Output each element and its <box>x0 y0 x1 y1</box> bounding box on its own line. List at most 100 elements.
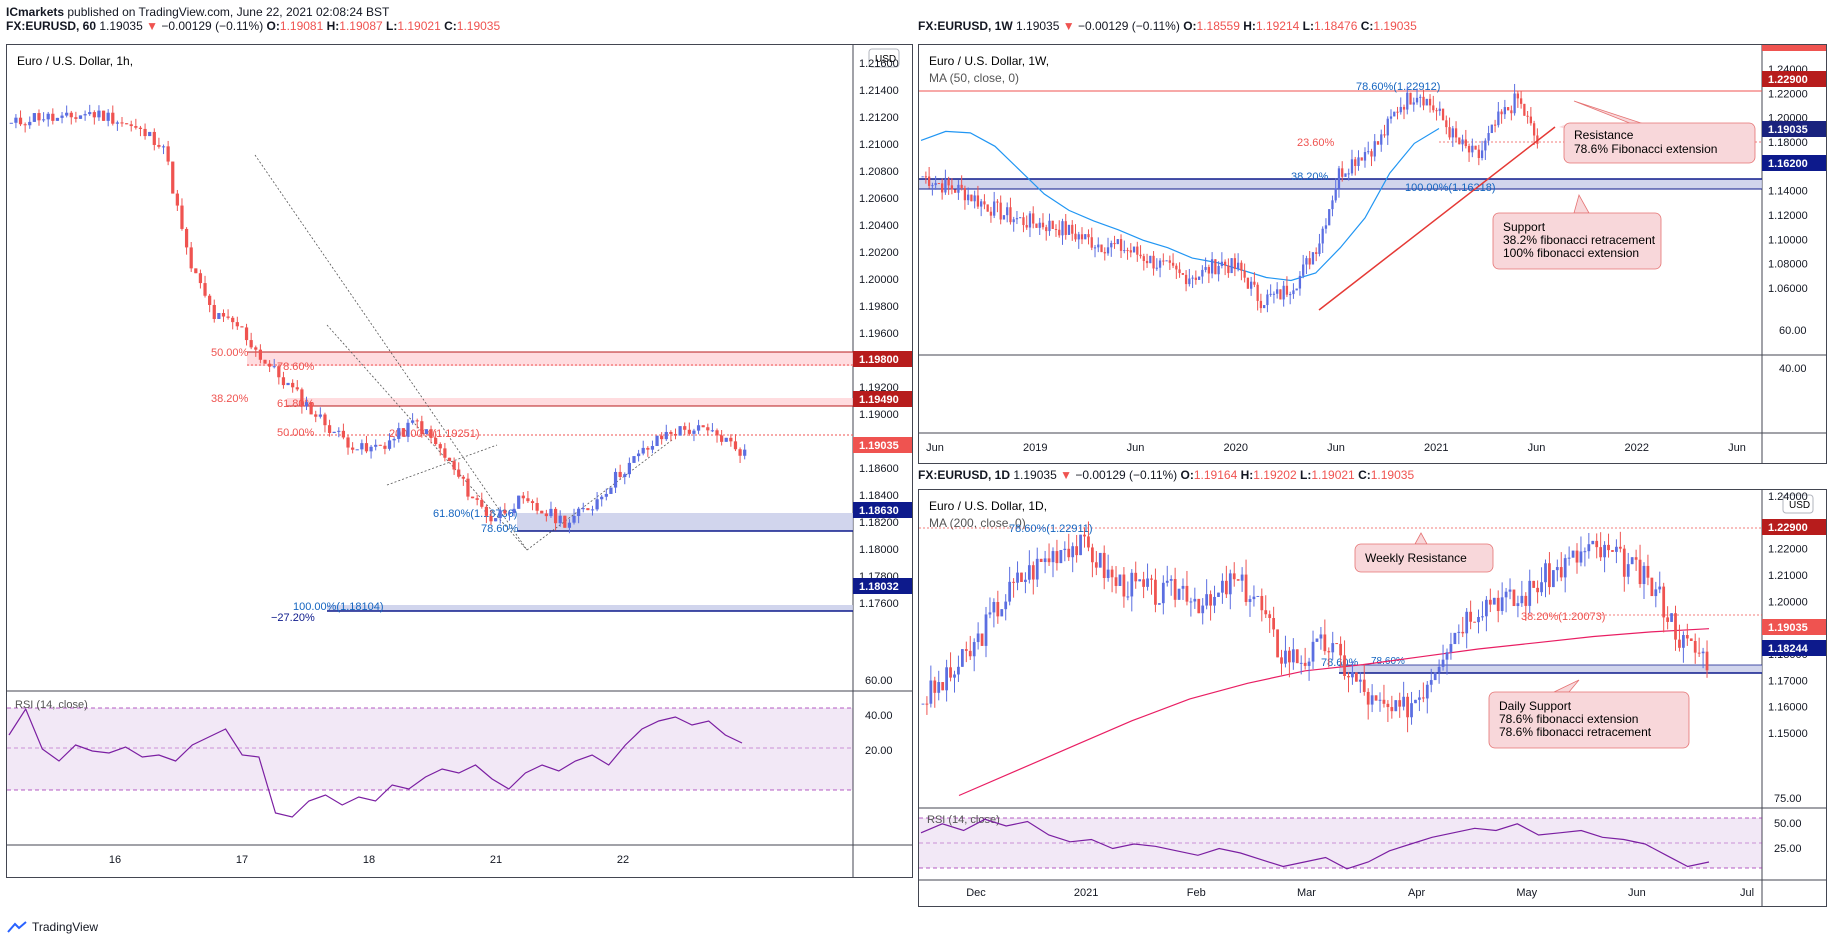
candle-body <box>1102 552 1106 578</box>
fib-label: 50.00% <box>277 427 315 439</box>
weekly-resistance-callout[interactable]: Weekly Resistance <box>1354 532 1494 573</box>
candle-body <box>1154 579 1157 605</box>
candle-body <box>1197 598 1201 614</box>
candle-body <box>973 195 976 202</box>
candle-body <box>1149 255 1152 264</box>
h1-time-axis[interactable]: 16 17 18 21 22 <box>109 854 629 866</box>
daily-time-axis[interactable]: Dec 2021 Feb Mar Apr May Jun Jul <box>966 887 1754 899</box>
weekly-low: 1.18476 <box>1314 19 1358 33</box>
candle-body <box>221 313 226 317</box>
candle-body <box>364 443 369 452</box>
resistance-callout[interactable]: Resistance 78.6% Fibonacci extension <box>1559 100 1756 164</box>
price-tag <box>1762 619 1826 635</box>
candle-body <box>1048 220 1051 232</box>
candle-body <box>650 446 655 450</box>
time-tick-label: 22 <box>617 854 629 866</box>
candle-body <box>1425 684 1429 699</box>
callout-line: 78.6% Fibonacci extension <box>1574 142 1717 156</box>
candle-body <box>23 124 27 126</box>
candle-body <box>1188 278 1191 285</box>
daily-low: 1.19021 <box>1311 468 1355 482</box>
candle-body <box>1246 277 1250 289</box>
h1-chart-svg[interactable]: Euro / U.S. Dollar, 1h, USD 50.00% 78.60… <box>7 45 913 878</box>
candle-body <box>507 512 512 514</box>
candle-body <box>240 326 244 328</box>
price-tick-label: 1.21600 <box>859 58 899 70</box>
rsi-line <box>8 707 743 818</box>
candle-body <box>1210 259 1214 274</box>
candle-body <box>429 429 433 438</box>
candle-body <box>46 113 50 120</box>
candle-body <box>1370 151 1373 157</box>
candle-body <box>586 508 590 511</box>
currency-button[interactable] <box>868 48 900 68</box>
candle-body <box>1410 703 1413 718</box>
candle-body <box>171 161 175 194</box>
support-zone <box>1339 665 1762 673</box>
candle-body <box>1181 273 1184 275</box>
candle-body <box>1419 96 1422 98</box>
candle-body <box>1567 557 1571 559</box>
rsi-tick-label: 40.00 <box>865 710 893 722</box>
candle-body <box>1098 552 1102 568</box>
ma50-line <box>920 127 1440 282</box>
candle-body <box>1130 572 1134 597</box>
time-tick-label: Jun <box>1327 442 1345 454</box>
candle-body <box>1622 548 1626 577</box>
trendline[interactable] <box>1318 126 1556 311</box>
candle-body <box>415 420 419 422</box>
candle-body <box>1214 259 1217 275</box>
candle-body <box>1227 265 1230 274</box>
candle-body <box>1189 601 1193 603</box>
candle-body <box>1193 598 1197 602</box>
candle-body <box>383 445 387 449</box>
candle-body <box>1555 567 1559 571</box>
candle-body <box>180 205 184 229</box>
price-tag <box>853 437 912 453</box>
price-tick-label: 1.19000 <box>859 409 899 421</box>
candle-body <box>1548 563 1551 588</box>
price-tick-label: 1.24000 <box>1768 491 1808 503</box>
daily-chart-svg[interactable]: Euro / U.S. Dollar, 1D, MA (200, close, … <box>919 490 1827 907</box>
rsi-tick-label: 60.00 <box>865 675 893 687</box>
weekly-chart-svg[interactable]: Euro / U.S. Dollar, 1W, MA (50, close, 0… <box>919 45 1827 464</box>
price-tag <box>853 351 912 367</box>
candle-body <box>1324 225 1328 229</box>
candle-body <box>1276 629 1279 658</box>
daily-chart-panel[interactable]: Euro / U.S. Dollar, 1D, MA (200, close, … <box>918 489 1827 907</box>
daily-support-callout[interactable]: Daily Support 78.6% fibonacci extension … <box>1488 679 1690 749</box>
candle-body <box>249 340 253 348</box>
candle-body <box>604 493 608 497</box>
currency-button[interactable] <box>1782 494 1814 514</box>
candle-body <box>1331 200 1334 210</box>
candle-body <box>226 316 230 318</box>
price-tag-label: 1.19490 <box>859 394 899 406</box>
h1-price-axis[interactable]: 1.21600 1.21400 1.21200 1.21000 1.20800 1.206… <box>859 58 899 610</box>
price-tick-label: 1.18600 <box>859 463 899 475</box>
candle-body <box>563 515 567 528</box>
h1-chart-panel[interactable]: Euro / U.S. Dollar, 1h, USD 50.00% 78.60… <box>6 44 913 878</box>
candle-body <box>281 377 286 386</box>
o-label: O: <box>266 19 280 33</box>
candle-body <box>1626 564 1630 577</box>
candle-body <box>212 304 216 319</box>
candle-body <box>1441 108 1445 121</box>
candle-body <box>1272 618 1276 630</box>
candle-body <box>512 508 516 513</box>
weekly-time-axis[interactable]: Jun 2019 Jun 2020 Jun 2021 Jun 2022 Jun <box>926 442 1746 454</box>
daily-open: 1.19164 <box>1193 468 1238 482</box>
weekly-legend: Euro / U.S. Dollar, 1W, <box>929 54 1049 68</box>
rsi-label: RSI (14, close) <box>927 814 1000 826</box>
weekly-price-axis[interactable]: 1.240001.220001.200001.180001.160001.140… <box>1768 64 1808 295</box>
candle-body <box>1061 221 1064 236</box>
candle-body <box>1118 574 1122 586</box>
candle-body <box>937 682 941 693</box>
candle-body <box>1497 111 1500 126</box>
weekly-chart-panel[interactable]: Euro / U.S. Dollar, 1W, MA (50, close, 0… <box>918 44 1827 464</box>
candle-body <box>1513 93 1516 114</box>
candle-body <box>950 185 954 190</box>
candle-body <box>148 131 152 137</box>
lower-tick-label: 40.00 <box>1779 363 1807 375</box>
candle-body <box>960 184 963 189</box>
support-callout[interactable]: Support 38.2% fibonacci retracement 100%… <box>1492 193 1662 270</box>
